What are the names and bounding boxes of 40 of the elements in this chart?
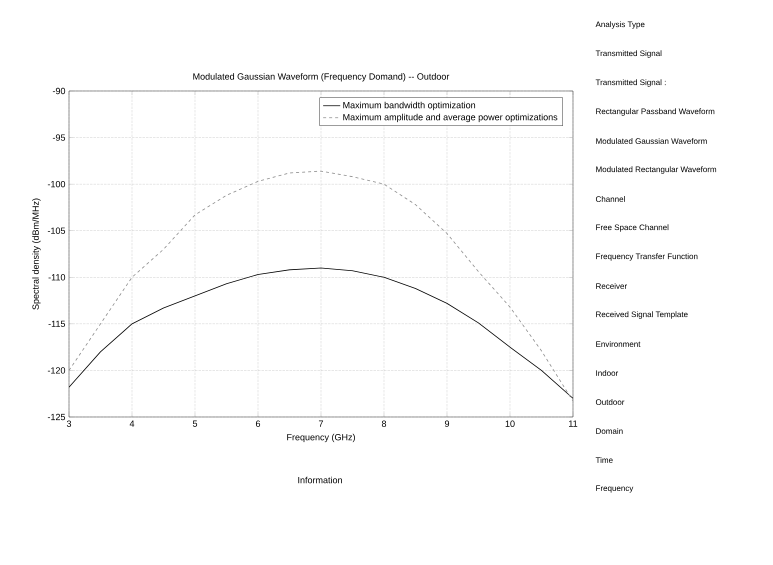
text: Transmitted Signal :: [596, 79, 666, 87]
text: Frequency: [596, 485, 634, 493]
y-tick-label: -100: [48, 180, 66, 188]
y-tick-label: -95: [52, 134, 66, 141]
y-tick-label: -115: [48, 320, 66, 327]
x-tick-label: 9: [444, 420, 450, 427]
text: Modulated Rectangular Waveform: [596, 166, 716, 174]
y-tick-label: -110: [48, 274, 66, 280]
y-tick-label: -120: [48, 367, 66, 374]
text: Rectangular Passband Waveform: [596, 108, 714, 116]
legend-label: Maximum bandwidth optimization: [343, 102, 476, 110]
x-tick-label: 3: [66, 420, 72, 427]
text: Analysis Type: [596, 21, 645, 29]
y-tick-label: -105: [48, 228, 66, 234]
text: Environment: [596, 341, 640, 347]
x-tick-label: 8: [382, 420, 386, 427]
text: Channel: [596, 196, 625, 202]
x-tick-label: 5: [192, 420, 198, 427]
x-tick-label: 10: [506, 420, 515, 427]
x-tick-label: 4: [130, 420, 134, 427]
y-axis-title: Spectral density (dBm/MHz): [32, 198, 41, 310]
text: Transmitted Signal: [596, 50, 662, 58]
x-tick-label: 6: [256, 420, 260, 427]
text: Modulated Gaussian Waveform: [596, 138, 707, 144]
text: Outdoor: [596, 399, 624, 405]
text: Frequency Transfer Function: [596, 253, 698, 261]
y-tick-label: -125: [48, 414, 66, 420]
text: Received Signal Template: [596, 311, 688, 319]
text: Time: [596, 457, 613, 463]
y-tick-label: -90: [52, 88, 66, 94]
text: Information: [298, 476, 342, 484]
text: Receiver: [596, 283, 627, 289]
text: Indoor: [596, 370, 618, 376]
x-tick-label: 11: [569, 420, 578, 427]
x-tick-label: 7: [318, 420, 324, 427]
text: Free Space Channel: [596, 224, 668, 232]
x-axis-title: Frequency (GHz): [287, 434, 355, 442]
text: Domain: [596, 428, 623, 434]
chart-title: Modulated Gaussian Waveform (Frequency Domand) -- Outdoor: [193, 73, 450, 82]
legend-label: Maximum amplitude and average power optimizations: [343, 114, 558, 122]
